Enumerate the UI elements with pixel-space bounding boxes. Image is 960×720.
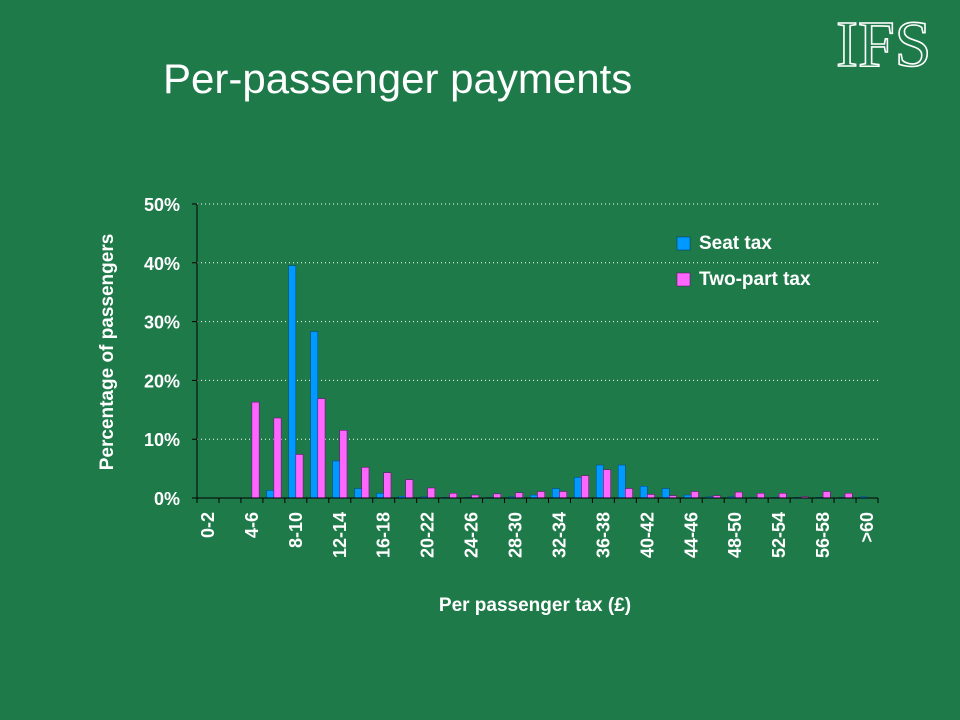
y-tick-label: 10% — [144, 430, 180, 450]
bar-two-part-tax — [449, 493, 458, 499]
bar-two-part-tax — [339, 430, 348, 499]
bar-two-part-tax — [515, 492, 523, 499]
y-tick-labels: 0% 10% 20% 30% 40% 50% — [144, 195, 180, 509]
bar-two-part-tax — [295, 454, 304, 499]
y-tick-label: 30% — [144, 313, 180, 333]
bar-two-part-tax — [427, 487, 436, 499]
gridlines — [197, 203, 878, 440]
bar-seat-tax — [354, 488, 363, 499]
bar-seat-tax — [639, 485, 648, 499]
x-tick-label: 4-6 — [242, 512, 262, 538]
x-axis-label: Per passenger tax (£) — [439, 595, 631, 616]
legend-label-two-part-tax: Two-part tax — [699, 269, 811, 290]
bar-seat-tax — [310, 331, 319, 499]
y-tick-label: 40% — [144, 254, 180, 274]
x-tick-label: 40-42 — [637, 512, 657, 558]
x-tick-label: >60 — [857, 512, 877, 543]
bar-two-part-tax — [581, 475, 589, 499]
y-tick-label: 20% — [144, 371, 180, 391]
bar-two-part-tax — [361, 467, 370, 499]
bar-seat-tax — [617, 464, 626, 499]
bar-two-part-tax — [405, 479, 414, 499]
bar-two-part-tax — [559, 491, 567, 499]
bar-two-part-tax — [691, 491, 699, 499]
bar-seat-tax — [595, 464, 604, 499]
bar-seat-tax — [376, 493, 384, 499]
bars — [251, 265, 868, 499]
x-tick-label: 8-10 — [286, 512, 306, 548]
x-tick-label: 56-58 — [813, 512, 833, 558]
bar-seat-tax — [266, 490, 275, 499]
legend-swatch-seat-tax — [676, 236, 691, 251]
x-tick-label: 12-14 — [330, 512, 350, 558]
legend: Seat tax Two-part tax — [676, 233, 811, 290]
bar-two-part-tax — [778, 493, 787, 499]
legend-swatch-two-part-tax — [676, 272, 691, 287]
bar-two-part-tax — [734, 491, 743, 499]
ifs-logo-text: IFS — [836, 10, 931, 74]
bar-two-part-tax — [844, 493, 853, 499]
x-tick-label: 44-46 — [681, 512, 701, 558]
x-tick-label: 32-34 — [549, 512, 569, 558]
x-tick-label: 48-50 — [725, 512, 745, 558]
bar-two-part-tax — [625, 488, 633, 499]
bar-two-part-tax — [647, 494, 655, 499]
bar-two-part-tax — [493, 493, 502, 499]
bar-two-part-tax — [756, 493, 765, 499]
bar-two-part-tax — [383, 472, 392, 499]
bar-two-part-tax — [603, 469, 611, 499]
bar-seat-tax — [288, 265, 297, 499]
x-tick-labels: 0-2 4-6 8-10 12-14 16-18 20-22 24-26 28-30 32-34… — [198, 512, 877, 558]
x-tick-label: 20-22 — [418, 512, 438, 558]
y-tick-label: 0% — [154, 489, 180, 509]
bar-two-part-tax — [822, 491, 831, 499]
x-tick-label: 28-30 — [506, 512, 526, 558]
bar-seat-tax — [661, 488, 670, 499]
x-tick-label: 0-2 — [198, 512, 218, 538]
ifs-logo: IFS — [836, 10, 932, 74]
slide-title: Per-passenger payments — [163, 55, 633, 102]
bar-two-part-tax — [251, 401, 260, 499]
y-axis-label: Percentage of passengers — [97, 234, 118, 471]
bar-seat-tax — [552, 488, 560, 499]
x-tick-label: 24-26 — [462, 512, 482, 558]
x-tick-label: 36-38 — [593, 512, 613, 558]
axes — [192, 203, 879, 503]
bar-seat-tax — [332, 460, 341, 499]
bar-two-part-tax — [317, 398, 326, 499]
bar-seat-tax — [573, 477, 582, 499]
x-tick-label: 16-18 — [374, 512, 394, 558]
y-tick-label: 50% — [144, 195, 180, 215]
bar-two-part-tax — [537, 491, 545, 499]
bar-two-part-tax — [273, 417, 282, 499]
x-tick-label: 52-54 — [769, 512, 789, 558]
legend-label-seat-tax: Seat tax — [699, 233, 772, 254]
